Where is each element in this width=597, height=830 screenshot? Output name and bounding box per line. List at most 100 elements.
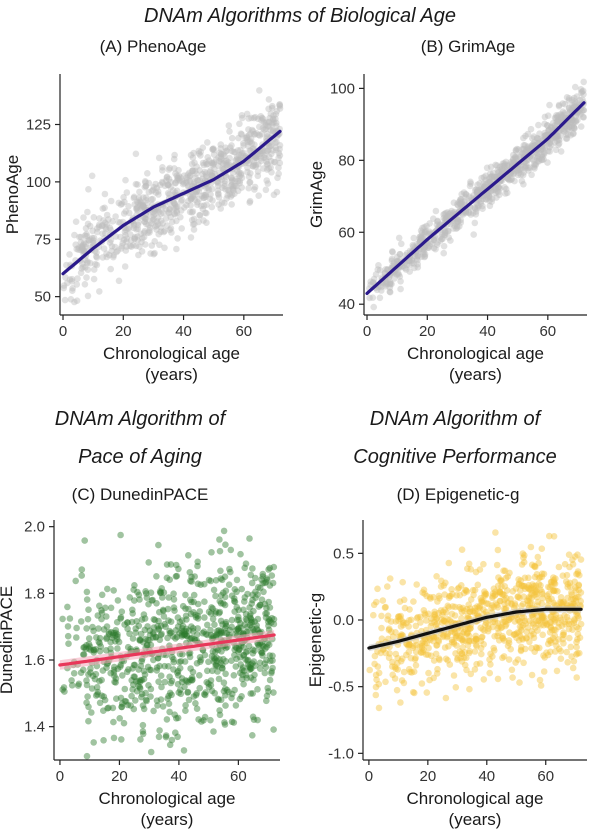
scatter-point (133, 198, 141, 206)
scatter-point (167, 618, 175, 625)
scatter-point (194, 198, 201, 206)
scatter-point (114, 247, 121, 254)
scatter-point (246, 138, 253, 146)
scatter-point (201, 691, 209, 699)
scatter-point (397, 285, 404, 293)
scatter-point (85, 237, 93, 244)
scatter-point (140, 194, 147, 201)
scatter-point (569, 561, 577, 568)
scatter-point (470, 231, 478, 238)
scatter-point (190, 598, 197, 606)
scatter-point (189, 221, 197, 228)
scatter-point (150, 656, 157, 664)
x-axis-label: Chronological age (407, 344, 544, 363)
scatter-point (495, 623, 503, 630)
x-tick-label: 60 (230, 768, 247, 785)
scatter-point (393, 686, 401, 694)
scatter-point (186, 176, 193, 184)
x-tick-label: 0 (363, 323, 371, 340)
x-axis-label-units: (years) (449, 365, 502, 384)
scatter-point (223, 161, 230, 169)
scatter-point (470, 637, 478, 645)
scatter-point (488, 173, 495, 181)
scatter-point (276, 159, 284, 167)
scatter-point (506, 176, 513, 184)
scatter-point (227, 193, 235, 200)
scatter-point (509, 588, 517, 595)
scatter-point (450, 638, 458, 646)
scatter-point (183, 174, 190, 182)
scatter-point (232, 157, 239, 164)
scatter-point (217, 155, 225, 163)
scatter-point (266, 114, 273, 122)
scatter-point (98, 222, 106, 230)
scatter-point (226, 128, 233, 135)
scatter-point (376, 294, 384, 302)
scatter-point (254, 168, 262, 175)
scatter-point (187, 196, 195, 203)
scatter-point (257, 113, 265, 120)
scatter-point (171, 607, 178, 614)
scatter-point (167, 225, 175, 232)
scatter-point (139, 201, 147, 209)
scatter-point (557, 647, 565, 655)
scatter-point (196, 211, 203, 219)
scatter-point (157, 589, 164, 597)
scatter-point (227, 546, 235, 554)
scatter-point (185, 182, 192, 189)
scatter-point (85, 635, 93, 642)
scatter-point (165, 209, 173, 216)
x-tick-label: 40 (171, 768, 188, 785)
scatter-point (388, 257, 396, 265)
scatter-point (174, 680, 182, 688)
scatter-point (179, 178, 186, 185)
scatter-point (135, 199, 142, 206)
scatter-point (382, 603, 389, 611)
scatter-point (172, 635, 179, 642)
scatter-point (152, 189, 160, 196)
scatter-point (430, 593, 437, 601)
scatter-point (145, 179, 153, 187)
scatter-point (267, 657, 274, 665)
scatter-point (245, 126, 252, 133)
scatter-point (120, 236, 128, 244)
scatter-point (122, 247, 130, 254)
scatter-point (133, 226, 140, 233)
y-tick-label: 1.6 (24, 652, 45, 669)
scatter-point (88, 234, 96, 242)
scatter-point (192, 691, 200, 699)
scatter-point (478, 650, 485, 658)
scatter-point (130, 241, 137, 249)
scatter-point (569, 664, 577, 672)
scatter-point (201, 209, 209, 217)
scatter-point (141, 218, 148, 226)
scatter-point (392, 665, 400, 672)
scatter-point (554, 133, 561, 140)
scatter-point (486, 194, 493, 201)
scatter-point (199, 159, 207, 167)
scatter-point (262, 154, 269, 162)
scatter-point (562, 620, 569, 628)
scatter-point (218, 648, 225, 655)
scatter-point (228, 176, 236, 184)
scatter-point (107, 645, 114, 652)
scatter-point (530, 157, 537, 164)
scatter-point (396, 250, 404, 258)
scatter-point (471, 648, 479, 655)
scatter-point (216, 608, 224, 616)
scatter-point (99, 230, 106, 237)
scatter-point (130, 193, 138, 201)
scatter-point (567, 643, 575, 651)
scatter-point (89, 623, 96, 631)
scatter-point (215, 194, 223, 201)
scatter-point (454, 224, 461, 231)
scatter-point (541, 619, 549, 626)
scatter-point (165, 663, 172, 670)
scatter-point (202, 191, 209, 199)
scatter-point (235, 134, 242, 142)
scatter-point (71, 298, 78, 306)
scatter-point (559, 631, 567, 639)
scatter-point (183, 179, 190, 186)
scatter-point (573, 643, 580, 651)
scatter-point (273, 119, 280, 127)
